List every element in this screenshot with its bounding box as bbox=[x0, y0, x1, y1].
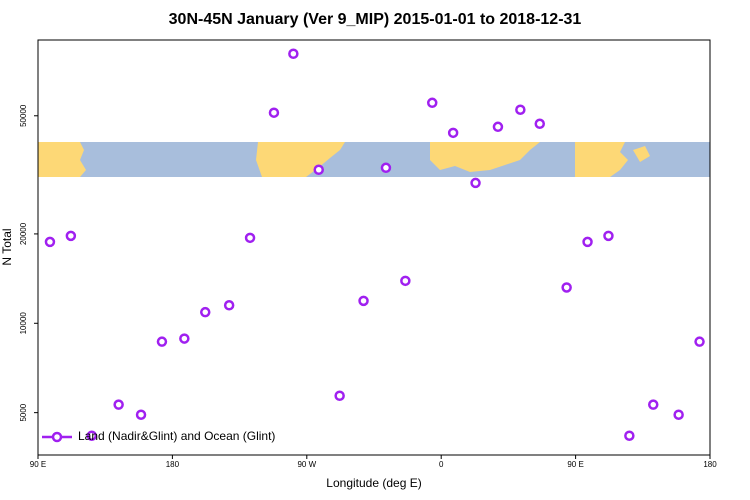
y-axis-label: N Total bbox=[0, 228, 14, 265]
x-axis-label: Longitude (deg E) bbox=[326, 476, 421, 490]
point bbox=[200, 306, 211, 318]
x-tick-label: 90 W bbox=[297, 460, 316, 469]
point bbox=[561, 282, 572, 293]
point bbox=[492, 121, 504, 133]
point bbox=[179, 333, 190, 344]
point bbox=[313, 164, 324, 175]
point bbox=[135, 409, 147, 420]
point bbox=[515, 104, 526, 115]
point bbox=[44, 236, 56, 248]
point bbox=[113, 399, 124, 410]
point bbox=[380, 162, 392, 174]
point bbox=[268, 107, 280, 118]
chart-title: 30N-45N January (Ver 9_MIP) 2015-01-01 t… bbox=[169, 11, 582, 28]
point bbox=[624, 430, 635, 441]
x-tick-label: 90 E bbox=[567, 460, 583, 469]
x-tick-label: 180 bbox=[166, 460, 180, 469]
y-tick-label: 20000 bbox=[19, 222, 28, 245]
y-tick-label: 5000 bbox=[19, 403, 28, 421]
legend-label: Land (Nadir&Glint) and Ocean (Glint) bbox=[78, 429, 275, 443]
y-tick-label: 10000 bbox=[19, 312, 28, 335]
point bbox=[156, 336, 168, 347]
point bbox=[334, 390, 345, 402]
point bbox=[86, 430, 98, 441]
y-tick-label: 50000 bbox=[19, 104, 28, 127]
point bbox=[426, 97, 438, 109]
point bbox=[603, 230, 614, 242]
point bbox=[694, 336, 705, 347]
point bbox=[358, 295, 369, 307]
map-strip bbox=[38, 142, 710, 177]
x-tick-label: 90 E bbox=[30, 460, 46, 469]
point bbox=[582, 236, 593, 248]
point bbox=[447, 127, 459, 139]
point bbox=[648, 399, 659, 410]
x-tick-label: 180 bbox=[703, 460, 717, 469]
point bbox=[288, 48, 299, 59]
point bbox=[470, 177, 481, 189]
point bbox=[534, 118, 546, 130]
point bbox=[673, 409, 684, 420]
point bbox=[400, 275, 411, 287]
x-tick-label: 0 bbox=[439, 460, 444, 469]
legend-marker bbox=[51, 431, 63, 443]
plot-frame bbox=[37, 39, 711, 456]
point bbox=[244, 232, 256, 244]
point bbox=[65, 230, 77, 242]
point bbox=[223, 300, 235, 311]
